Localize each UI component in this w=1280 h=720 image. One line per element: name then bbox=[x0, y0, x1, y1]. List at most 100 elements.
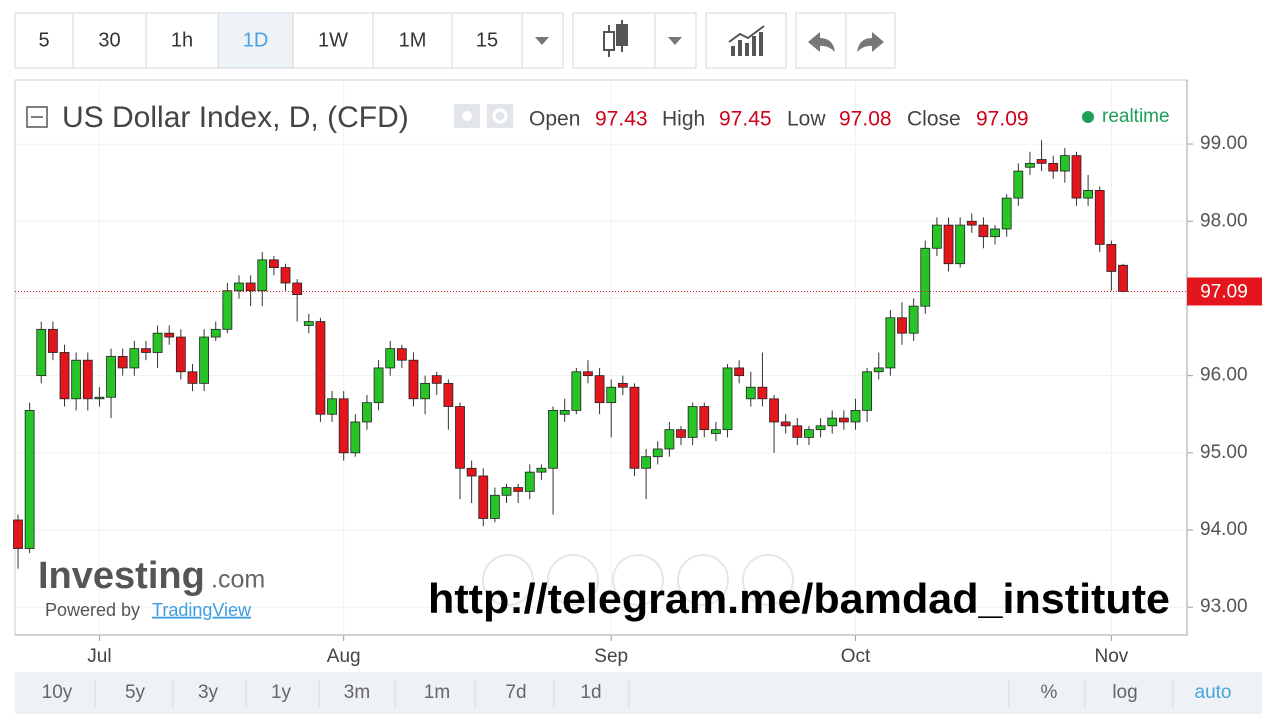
candle-body bbox=[466, 467, 477, 477]
candle-body bbox=[897, 317, 907, 334]
candle-body bbox=[199, 336, 210, 384]
settings-button[interactable] bbox=[487, 104, 513, 128]
candle-body bbox=[908, 305, 919, 334]
candle-body bbox=[687, 406, 698, 438]
range-button[interactable]: 10y bbox=[42, 682, 73, 703]
undo-icon bbox=[808, 32, 835, 52]
interval-label: 30 bbox=[98, 29, 120, 51]
candle-body bbox=[722, 367, 733, 431]
range-button[interactable]: 5y bbox=[125, 682, 146, 703]
candle-body bbox=[175, 336, 186, 373]
interval-button[interactable] bbox=[217, 12, 294, 69]
candle-body bbox=[59, 352, 70, 400]
interval-label: 1h bbox=[171, 29, 193, 51]
candle-body bbox=[268, 259, 279, 268]
interval-button[interactable] bbox=[292, 12, 374, 69]
candle-body bbox=[431, 375, 442, 384]
logo-suffix: .com bbox=[211, 566, 265, 594]
candle-body bbox=[36, 328, 47, 377]
candle-body bbox=[71, 359, 82, 400]
candle-body bbox=[1048, 162, 1059, 172]
interval-button[interactable] bbox=[72, 12, 147, 69]
toolbar-icons bbox=[521, 12, 896, 69]
candle-body bbox=[385, 348, 396, 369]
range-button[interactable]: 7d bbox=[505, 682, 526, 703]
candle-body bbox=[164, 332, 175, 338]
candle-body bbox=[338, 398, 349, 454]
candle-body bbox=[885, 317, 896, 369]
candle-body bbox=[966, 220, 977, 226]
candle-body bbox=[489, 494, 500, 519]
candle-body bbox=[187, 371, 198, 384]
candle-body bbox=[1106, 244, 1117, 272]
candle-body bbox=[920, 247, 931, 307]
candle-body bbox=[478, 475, 489, 519]
candle-body bbox=[292, 282, 303, 295]
candle-body bbox=[280, 267, 291, 284]
ohlc-label: High bbox=[662, 108, 705, 131]
candle-body bbox=[82, 359, 93, 400]
candle-body bbox=[641, 456, 652, 469]
range-bar bbox=[15, 672, 1262, 714]
candle-body bbox=[955, 224, 966, 265]
range-button[interactable]: 1d bbox=[580, 682, 601, 703]
nav-left[interactable] bbox=[482, 554, 534, 606]
range-button[interactable]: 3y bbox=[198, 682, 219, 703]
ohlc-label: Open bbox=[529, 108, 580, 131]
candle-body bbox=[594, 375, 605, 404]
candle-body bbox=[141, 348, 151, 353]
candle-body bbox=[396, 348, 407, 361]
candle-body bbox=[1013, 170, 1024, 199]
interval-label: 15 bbox=[476, 29, 498, 51]
candle-body bbox=[1118, 264, 1128, 292]
range-button[interactable]: 1y bbox=[271, 682, 292, 703]
x-tick-label: Jul bbox=[87, 646, 111, 667]
nav-zoom-out[interactable] bbox=[547, 554, 599, 606]
candle-body bbox=[1071, 155, 1082, 199]
candle-body bbox=[978, 224, 989, 238]
candle-body bbox=[408, 359, 419, 400]
interval-label: 1M bbox=[399, 29, 427, 51]
nav-zoom-in[interactable] bbox=[677, 554, 729, 606]
candle-body bbox=[804, 429, 814, 438]
candle-body bbox=[222, 290, 233, 330]
eye-icon bbox=[462, 111, 472, 121]
scale-option[interactable]: log bbox=[1112, 682, 1137, 703]
redo-icon bbox=[857, 32, 884, 52]
range-button[interactable]: 3m bbox=[344, 682, 370, 703]
candle-body bbox=[931, 224, 942, 249]
candle-body bbox=[1059, 155, 1070, 172]
indicators-button[interactable] bbox=[705, 12, 787, 69]
nav-right[interactable] bbox=[742, 554, 794, 606]
interval-button[interactable] bbox=[14, 12, 74, 69]
range-button[interactable]: 1m bbox=[424, 682, 450, 703]
y-tick-label: 99.00 bbox=[1200, 133, 1248, 154]
x-tick-label: Oct bbox=[841, 646, 871, 667]
candle-body bbox=[548, 409, 558, 469]
candle-body bbox=[664, 429, 675, 450]
candle-body bbox=[734, 367, 745, 377]
candle-body bbox=[757, 386, 768, 400]
candle-body bbox=[571, 371, 582, 411]
scale-option[interactable]: auto bbox=[1195, 682, 1232, 703]
candle-body bbox=[257, 259, 268, 292]
nav-reset[interactable] bbox=[612, 554, 664, 606]
x-tick-label: Sep bbox=[594, 646, 628, 667]
scale-option[interactable]: % bbox=[1041, 682, 1058, 703]
candle-body bbox=[629, 386, 640, 469]
candle-body bbox=[373, 367, 384, 404]
ohlc-value: 97.09 bbox=[976, 108, 1029, 131]
candle-body bbox=[106, 355, 116, 398]
y-tick-label: 96.00 bbox=[1200, 365, 1248, 386]
ohlc-value: 97.08 bbox=[839, 108, 892, 131]
candle-body bbox=[850, 409, 861, 423]
candle-body bbox=[536, 467, 547, 473]
collapse-button[interactable] bbox=[26, 106, 48, 128]
range-buttons: 10y 5y 3y 1y 3m 1m 7d 1d% log auto bbox=[42, 679, 1232, 707]
provider-link[interactable]: TradingView bbox=[152, 600, 252, 620]
candle-body bbox=[838, 417, 849, 423]
chart-frame bbox=[14, 79, 1188, 636]
realtime-status: realtime bbox=[1102, 106, 1170, 127]
interval-button[interactable] bbox=[372, 12, 453, 69]
